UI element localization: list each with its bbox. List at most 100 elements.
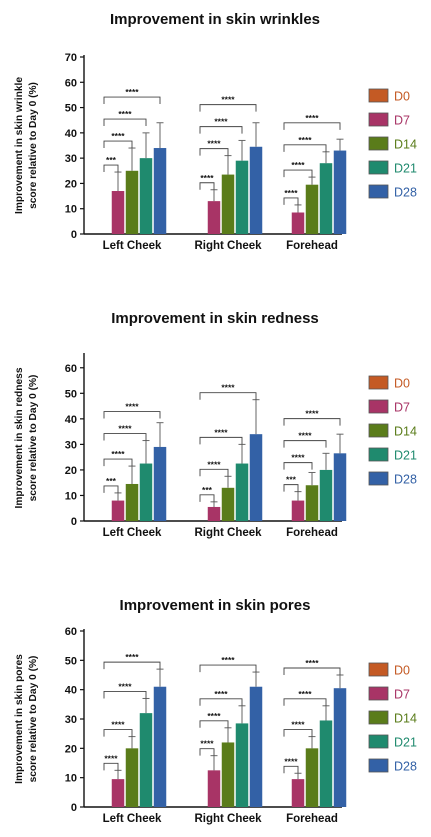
significance-bracket <box>283 169 313 178</box>
significance-bracket <box>199 148 229 156</box>
y-tick-label: 60 <box>65 626 77 638</box>
legend-label-d14: D14 <box>394 138 417 152</box>
bar-d28 <box>333 688 347 807</box>
significance-bracket <box>103 762 119 771</box>
y-tick-label: 10 <box>65 204 77 216</box>
y-tick-label: 30 <box>65 439 77 451</box>
significance-bracket <box>103 140 133 149</box>
significance-label: **** <box>125 652 139 662</box>
y-tick-label: 0 <box>71 516 77 528</box>
significance-bracket <box>103 118 147 127</box>
y-tick-label: 20 <box>65 465 77 477</box>
bar-d14 <box>305 184 319 234</box>
legend-swatch-d21 <box>368 160 389 175</box>
bar-d28 <box>249 434 263 521</box>
chart-title: Improvement in skin redness <box>111 310 319 327</box>
significance-bracket <box>283 729 313 737</box>
legend-label-d14: D14 <box>394 712 417 726</box>
bar-d21 <box>235 723 249 807</box>
y-tick-label: 0 <box>71 229 77 241</box>
significance-label: *** <box>106 155 117 165</box>
significance-bracket <box>103 661 161 670</box>
significance-label: **** <box>291 160 305 170</box>
bar-d7 <box>207 770 221 807</box>
legend-label-d21: D21 <box>394 449 417 463</box>
legend-swatch-d28 <box>368 758 389 773</box>
legend-label-d21: D21 <box>394 736 417 750</box>
legend-label-d7: D7 <box>394 688 410 702</box>
significance-label: **** <box>125 87 139 97</box>
significance-label: **** <box>305 409 319 419</box>
significance-bracket <box>103 96 161 105</box>
bar-d14 <box>221 487 235 521</box>
legend-label-d0: D0 <box>394 664 410 678</box>
significance-bracket <box>283 144 327 152</box>
legend-swatch-d14 <box>368 136 389 151</box>
x-category-label: Left Cheek <box>103 240 162 252</box>
bar-d21 <box>139 463 153 521</box>
y-tick-label: 50 <box>65 655 77 667</box>
legend-swatch-d14 <box>368 423 389 438</box>
significance-label: **** <box>111 449 125 459</box>
y-axis-label: Improvement in skin redness score relativ… <box>14 367 39 508</box>
legend-label-d0: D0 <box>394 90 410 104</box>
significance-bracket <box>283 484 299 492</box>
legend-label-d0: D0 <box>394 377 410 391</box>
significance-label: **** <box>305 658 319 668</box>
legend-swatch-d28 <box>368 184 389 199</box>
legend-label-d28: D28 <box>394 186 417 200</box>
legend-label-d28: D28 <box>394 760 417 774</box>
y-axis-label-line: Improvement in skin pores <box>14 654 25 784</box>
significance-bracket <box>199 664 257 673</box>
significance-bracket <box>199 392 257 400</box>
significance-label: **** <box>221 383 235 393</box>
bar-d21 <box>319 720 333 807</box>
bar-d14 <box>305 748 319 807</box>
bar-d28 <box>333 150 347 234</box>
chart-panel-1: Improvement in skin wrinkles Improvement … <box>14 11 417 252</box>
y-axis-label: Improvement in skin wrinkle score relativ… <box>14 77 39 214</box>
significance-bracket <box>199 720 229 728</box>
bar-d14 <box>221 174 235 234</box>
bar-d14 <box>125 748 139 807</box>
y-tick-label: 0 <box>71 802 77 814</box>
bar-d21 <box>319 469 333 521</box>
significance-label: **** <box>214 427 228 437</box>
legend-swatch-d21 <box>368 734 389 749</box>
significance-label: **** <box>221 95 235 105</box>
bar-d28 <box>153 148 167 234</box>
significance-bracket <box>199 104 257 112</box>
bar-d7 <box>207 201 221 234</box>
y-axis-label: Improvement in skin pores score relative … <box>14 654 39 784</box>
significance-label: **** <box>214 117 228 127</box>
significance-bracket <box>283 698 327 706</box>
significance-bracket <box>103 164 119 173</box>
bar-d28 <box>153 446 167 521</box>
significance-label: **** <box>298 135 312 145</box>
bar-d7 <box>291 212 305 234</box>
significance-bracket <box>283 197 299 205</box>
y-tick-label: 50 <box>65 388 77 400</box>
significance-label: **** <box>284 756 298 766</box>
y-tick-label: 40 <box>65 685 77 697</box>
significance-label: *** <box>106 476 117 486</box>
significance-label: **** <box>284 188 298 198</box>
legend-swatch-d0 <box>368 88 389 103</box>
significance-bracket <box>199 748 215 756</box>
legend-label-d28: D28 <box>394 473 417 487</box>
legend-swatch-d7 <box>368 399 389 414</box>
x-category-label: Right Cheek <box>194 240 262 252</box>
x-category-label: Forehead <box>286 813 338 825</box>
significance-bracket <box>199 182 215 190</box>
legend-swatch-d28 <box>368 471 389 486</box>
significance-bracket <box>283 440 327 448</box>
chart-title: Improvement in skin pores <box>120 597 311 614</box>
bar-d28 <box>249 686 263 807</box>
significance-bracket <box>283 765 299 774</box>
y-tick-label: 20 <box>65 743 77 755</box>
y-tick-label: 10 <box>65 490 77 502</box>
bar-d28 <box>153 686 167 807</box>
x-category-label: Forehead <box>286 240 338 252</box>
x-category-label: Left Cheek <box>103 813 162 825</box>
significance-bracket <box>199 436 243 445</box>
